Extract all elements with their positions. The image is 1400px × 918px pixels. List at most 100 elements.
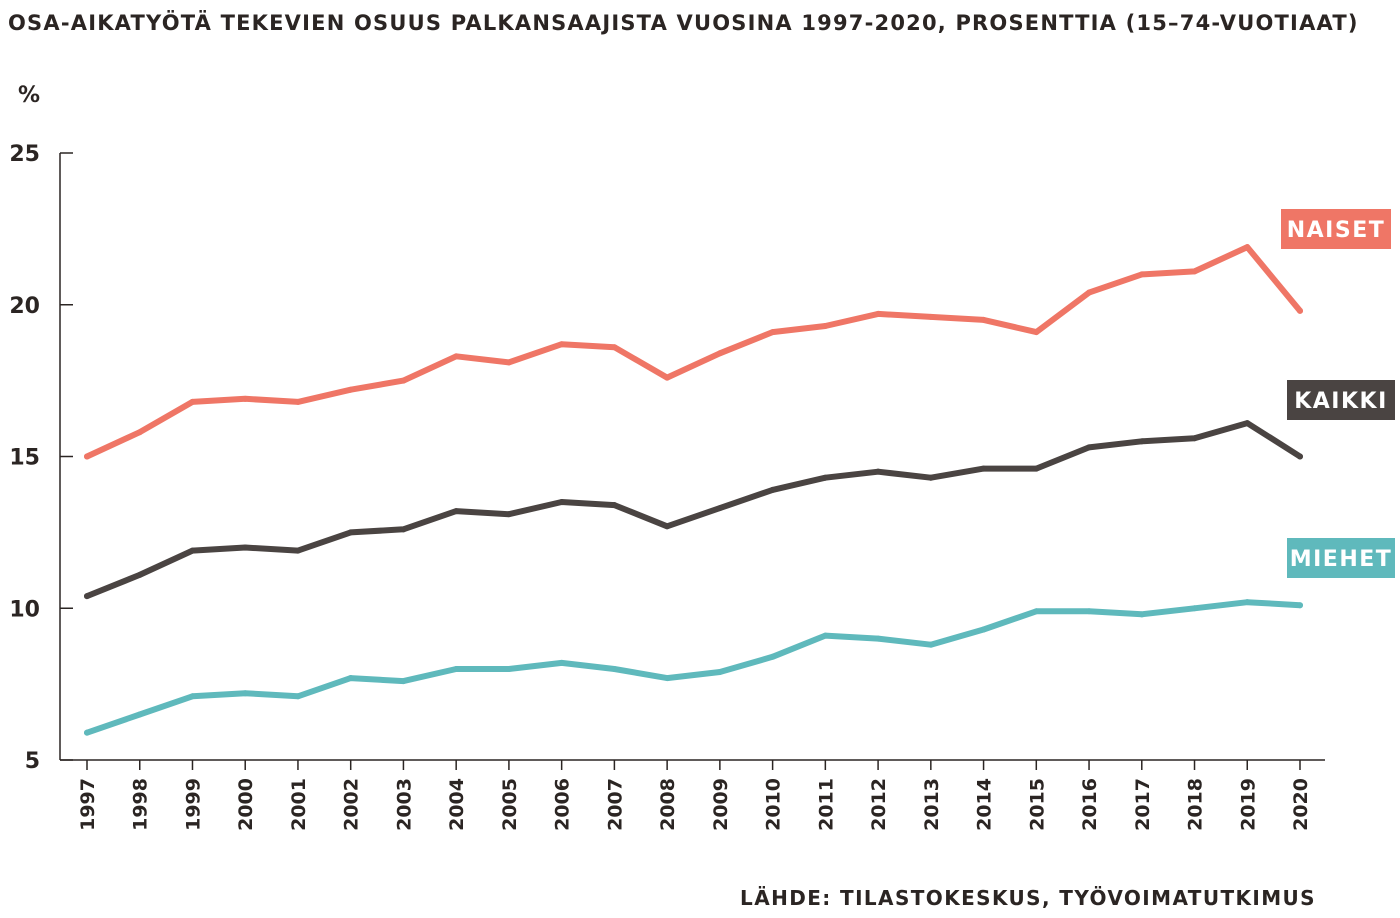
data-point-miehet [1086,608,1093,615]
series-label-miehet: MIEHET [1287,538,1395,578]
series-label-box [1281,209,1391,249]
data-point-miehet [1244,599,1251,606]
data-point-kaikki [716,505,723,512]
data-point-miehet [927,641,934,648]
data-point-miehet [716,668,723,675]
x-tick-label: 2017 [1132,778,1154,831]
y-tick-label: 5 [25,749,40,774]
data-point-naiset [822,322,829,329]
series-label-naiset: NAISET [1281,209,1391,249]
data-point-miehet [875,635,882,642]
y-tick-label: 25 [9,142,40,167]
data-point-miehet [822,632,829,639]
data-point-kaikki [1033,465,1040,472]
data-point-miehet [347,675,354,682]
x-tick-label: 2011 [815,778,837,831]
x-tick-label: 2012 [868,778,890,831]
x-tick-label: 2000 [235,778,257,831]
series-label-text: KAIKKI [1294,389,1388,414]
series-label-box [1287,380,1395,420]
data-point-kaikki [242,544,249,551]
data-point-naiset [1297,307,1303,314]
data-point-naiset [664,374,671,381]
data-point-miehet [136,711,143,718]
data-point-naiset [136,429,143,436]
data-point-naiset [294,398,301,405]
data-point-miehet [769,653,776,660]
chart-title: OSA-AIKATYÖTÄ TEKEVIEN OSUUS PALKANSAAJI… [8,10,1359,35]
data-point-naiset [242,395,249,402]
data-point-kaikki [769,486,776,493]
data-point-kaikki [927,474,934,481]
x-tick-label: 2009 [710,778,732,831]
x-tick-label: 2007 [604,778,626,831]
data-point-kaikki [84,593,90,600]
data-point-kaikki [505,511,512,518]
data-point-miehet [664,675,671,682]
y-axis-ticks: 5 10 15 20 25 [9,142,73,774]
data-point-naiset [1191,268,1198,275]
data-point-miehet [611,665,618,672]
data-point-miehet [505,665,512,672]
x-axis-ticks: 1997 1998 1999 2000 2001 2002 2003 2004 2005 2006… [77,760,1312,831]
x-tick-label: 2003 [393,778,415,831]
series-label-text: MIEHET [1290,547,1393,572]
data-point-naiset [716,350,723,357]
data-point-naiset [558,341,565,348]
data-point-kaikki [980,465,987,472]
data-point-naiset [980,316,987,323]
x-tick-label: 2020 [1290,778,1312,831]
data-point-naiset [1086,289,1093,296]
x-tick-label: 2015 [1026,778,1048,831]
data-point-miehet [242,690,249,697]
y-tick-label: 20 [9,294,40,319]
source-note: LÄHDE: TILASTOKESKUS, TYÖVOIMATUTKIMUS [740,886,1316,910]
x-tick-label: 2019 [1237,778,1259,831]
x-tick-label: 2008 [657,778,679,831]
x-tick-label: 2014 [974,778,996,831]
data-point-kaikki [400,526,407,533]
data-point-miehet [453,665,460,672]
series-lines [84,244,1303,736]
data-point-naiset [189,398,196,405]
data-point-naiset [453,353,460,360]
data-point-kaikki [136,571,143,578]
data-point-kaikki [1138,438,1145,445]
data-point-naiset [505,359,512,366]
data-point-miehet [1191,605,1198,612]
data-point-naiset [611,344,618,351]
data-point-naiset [1033,329,1040,336]
data-point-kaikki [875,468,882,475]
x-tick-label: 2002 [341,778,363,831]
data-point-kaikki [1244,420,1251,427]
x-tick-label: 1997 [77,778,99,831]
data-point-kaikki [1191,435,1198,442]
data-point-miehet [84,729,90,736]
data-point-naiset [927,313,934,320]
y-tick-label: 10 [9,597,40,622]
data-point-kaikki [558,499,565,506]
series-line-miehet [84,599,1303,736]
y-tick-label: 15 [9,446,40,471]
data-point-miehet [1138,611,1145,618]
data-point-naiset [1244,244,1251,251]
data-point-miehet [1033,608,1040,615]
x-tick-label: 2001 [288,778,310,831]
data-point-kaikki [294,547,301,554]
x-tick-label: 2016 [1079,778,1101,831]
data-point-kaikki [347,529,354,536]
series-labels: NAISET KAIKKI MIEHET [1281,209,1395,578]
x-tick-label: 2004 [446,778,468,831]
series-label-box [1287,538,1395,578]
data-point-kaikki [189,547,196,554]
series-line-naiset [84,244,1303,460]
data-point-miehet [1297,602,1303,609]
data-point-miehet [294,693,301,700]
data-point-kaikki [1086,444,1093,451]
data-point-miehet [980,626,987,633]
data-point-miehet [189,693,196,700]
x-tick-label: 1998 [130,778,152,831]
data-point-kaikki [822,474,829,481]
